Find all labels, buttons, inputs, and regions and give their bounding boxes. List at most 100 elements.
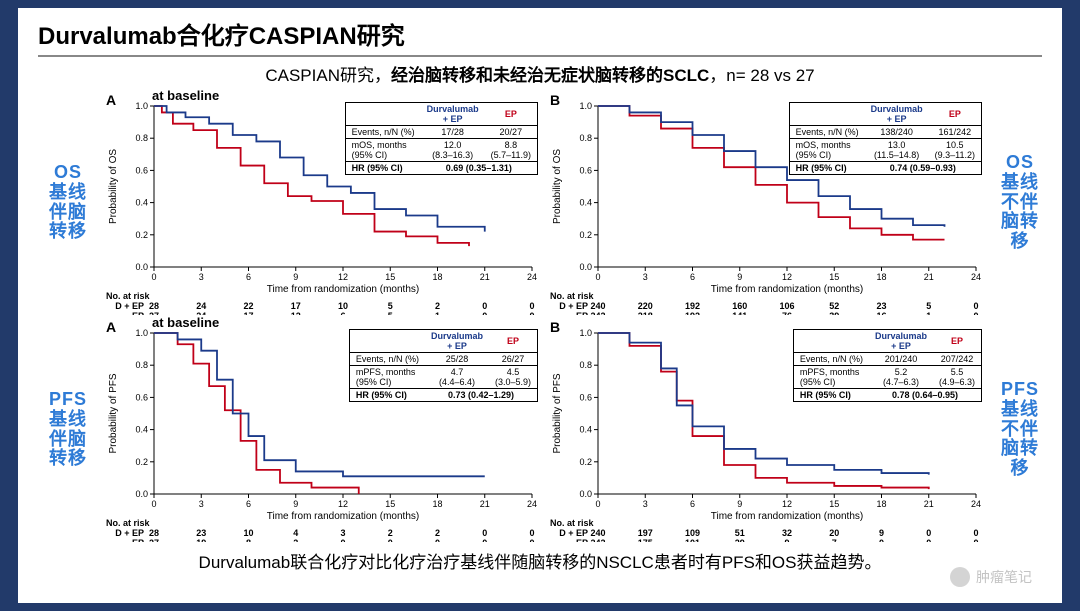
svg-text:9: 9 <box>737 499 742 509</box>
svg-text:18: 18 <box>876 499 886 509</box>
svg-text:0.8: 0.8 <box>579 133 592 143</box>
svg-text:21: 21 <box>480 272 490 282</box>
svg-text:3: 3 <box>643 499 648 509</box>
stats-table: Durvalumab+ EPEPEvents, n/N (%)17/2820/2… <box>345 102 538 175</box>
label-pfs-with-brain: PFS基线伴脑转移 <box>38 390 98 469</box>
svg-text:2: 2 <box>435 528 440 538</box>
svg-text:9: 9 <box>784 538 789 542</box>
svg-text:0: 0 <box>529 528 534 538</box>
svg-text:28: 28 <box>149 301 159 311</box>
svg-text:3: 3 <box>340 528 345 538</box>
svg-text:0.2: 0.2 <box>579 230 592 240</box>
slide-subtitle: CASPIAN研究，经治脑转移和未经治无症状脑转移的SCLC，n= 28 vs … <box>38 61 1042 86</box>
svg-text:0.8: 0.8 <box>579 360 592 370</box>
svg-text:No. at risk: No. at risk <box>550 291 595 301</box>
svg-text:197: 197 <box>638 528 653 538</box>
svg-text:0: 0 <box>926 538 931 542</box>
svg-text:7: 7 <box>832 538 837 542</box>
svg-text:EP: EP <box>576 538 588 542</box>
svg-text:0.0: 0.0 <box>579 489 592 499</box>
watermark: 肿瘤笔记 <box>950 567 1032 587</box>
svg-text:8: 8 <box>246 538 251 542</box>
svg-text:0: 0 <box>529 538 534 542</box>
svg-text:0.0: 0.0 <box>135 262 148 272</box>
svg-text:192: 192 <box>685 301 700 311</box>
svg-text:0: 0 <box>973 301 978 311</box>
svg-text:12: 12 <box>291 311 301 315</box>
svg-text:0.8: 0.8 <box>135 360 148 370</box>
svg-text:24: 24 <box>971 272 981 282</box>
svg-text:D + EP: D + EP <box>115 528 144 538</box>
svg-text:19: 19 <box>196 538 206 542</box>
svg-text:242: 242 <box>590 538 605 542</box>
svg-text:9: 9 <box>879 528 884 538</box>
svg-text:175: 175 <box>638 538 653 542</box>
svg-text:6: 6 <box>340 311 345 315</box>
chart-grid: OS基线伴脑转移 Aat baseline036912151821240.00.… <box>38 90 1042 542</box>
svg-text:2: 2 <box>435 301 440 311</box>
svg-text:29: 29 <box>735 538 745 542</box>
stats-table: Durvalumab+ EPEPEvents, n/N (%)25/2826/2… <box>349 329 538 402</box>
svg-text:24: 24 <box>527 499 537 509</box>
svg-text:Probability of OS: Probability of OS <box>108 149 119 224</box>
svg-text:23: 23 <box>876 301 886 311</box>
svg-text:1.0: 1.0 <box>135 328 148 338</box>
svg-text:Probability of OS: Probability of OS <box>552 149 563 224</box>
bottom-conclusion: Durvalumab联合化疗对比化疗治疗基线伴随脑转移的NSCLC患者时有PFS… <box>38 548 1042 573</box>
svg-text:24: 24 <box>196 301 206 311</box>
svg-text:0.0: 0.0 <box>135 489 148 499</box>
svg-text:0: 0 <box>151 272 156 282</box>
svg-text:0.4: 0.4 <box>135 425 148 435</box>
svg-text:240: 240 <box>590 301 605 311</box>
svg-text:3: 3 <box>199 272 204 282</box>
svg-text:10: 10 <box>338 301 348 311</box>
svg-text:22: 22 <box>243 301 253 311</box>
svg-text:0: 0 <box>595 499 600 509</box>
stats-table: Durvalumab+ EPEPEvents, n/N (%)201/24020… <box>793 329 982 402</box>
svg-text:0.2: 0.2 <box>579 457 592 467</box>
panel-os-without-brain: B036912151821240.00.20.40.60.81.0Probabi… <box>546 90 986 315</box>
svg-text:0.0: 0.0 <box>579 262 592 272</box>
svg-text:6: 6 <box>246 272 251 282</box>
svg-text:D + EP: D + EP <box>115 301 144 311</box>
svg-text:0: 0 <box>529 311 534 315</box>
svg-text:0: 0 <box>973 311 978 315</box>
svg-text:101: 101 <box>685 538 700 542</box>
svg-text:218: 218 <box>638 311 653 315</box>
svg-text:0: 0 <box>151 499 156 509</box>
svg-text:17: 17 <box>291 301 301 311</box>
svg-text:D + EP: D + EP <box>559 301 588 311</box>
svg-text:18: 18 <box>432 499 442 509</box>
svg-text:Probability of PFS: Probability of PFS <box>108 373 119 453</box>
svg-text:0: 0 <box>340 538 345 542</box>
svg-text:EP: EP <box>132 538 144 542</box>
svg-text:0: 0 <box>482 528 487 538</box>
svg-text:9: 9 <box>293 272 298 282</box>
svg-text:0: 0 <box>926 528 931 538</box>
svg-text:Time from randomization (month: Time from randomization (months) <box>711 284 863 295</box>
svg-text:4: 4 <box>293 528 298 538</box>
svg-text:220: 220 <box>638 301 653 311</box>
svg-text:32: 32 <box>782 528 792 538</box>
svg-text:1: 1 <box>435 311 440 315</box>
svg-text:0.6: 0.6 <box>135 392 148 402</box>
svg-text:109: 109 <box>685 528 700 538</box>
svg-text:6: 6 <box>690 272 695 282</box>
svg-text:0: 0 <box>482 311 487 315</box>
svg-text:5: 5 <box>926 301 931 311</box>
svg-text:0: 0 <box>388 538 393 542</box>
svg-text:0: 0 <box>482 301 487 311</box>
svg-text:0.8: 0.8 <box>135 133 148 143</box>
svg-text:76: 76 <box>782 311 792 315</box>
svg-text:20: 20 <box>829 528 839 538</box>
svg-text:18: 18 <box>432 272 442 282</box>
svg-text:17: 17 <box>243 311 253 315</box>
svg-text:23: 23 <box>196 528 206 538</box>
svg-text:0: 0 <box>973 528 978 538</box>
svg-text:0: 0 <box>482 538 487 542</box>
label-pfs-without-brain: PFS基线不伴脑转移 <box>990 380 1050 479</box>
svg-text:141: 141 <box>732 311 747 315</box>
svg-text:EP: EP <box>132 311 144 315</box>
svg-text:0.6: 0.6 <box>135 165 148 175</box>
svg-text:9: 9 <box>293 499 298 509</box>
